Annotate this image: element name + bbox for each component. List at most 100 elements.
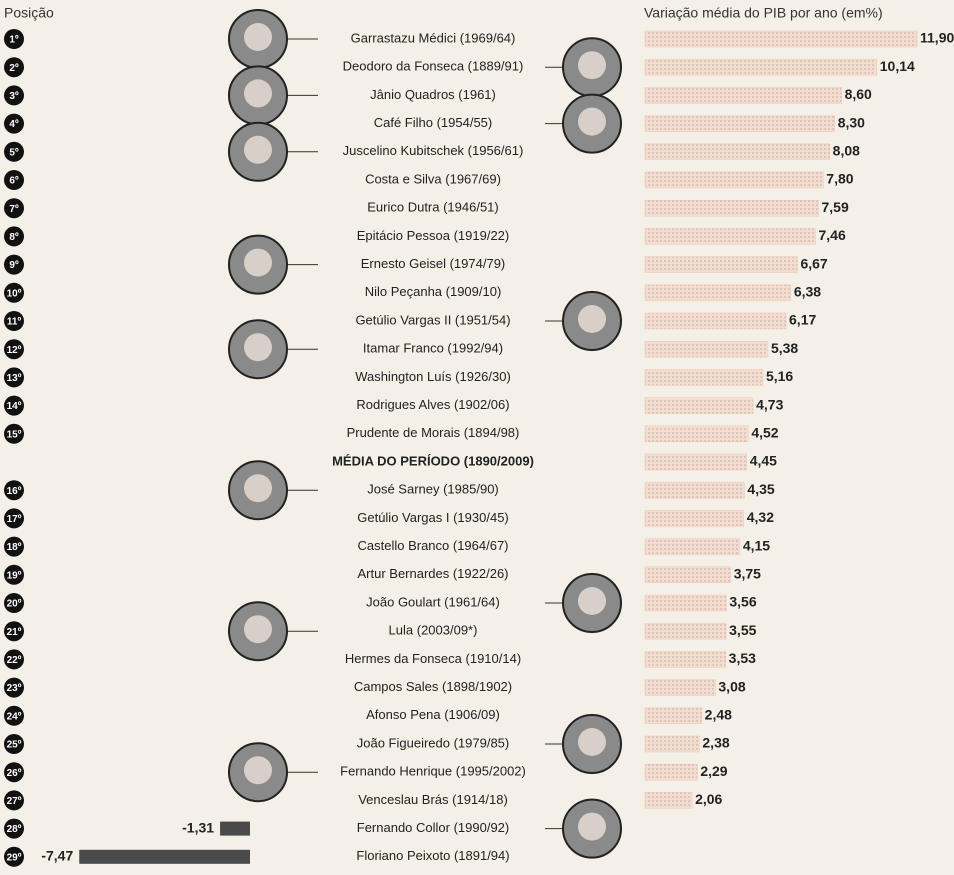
portrait-face xyxy=(244,136,272,164)
portrait-face xyxy=(578,813,606,841)
value-label: 4,32 xyxy=(747,509,774,525)
value-label: 7,46 xyxy=(819,227,846,243)
bar xyxy=(645,482,744,498)
portrait-face xyxy=(578,587,606,615)
bar xyxy=(645,736,699,752)
value-label: 3,08 xyxy=(718,678,745,694)
value-label: 11,90 xyxy=(920,30,954,46)
portrait-face xyxy=(244,249,272,277)
president-name: Getúlio Vargas I (1930/45) xyxy=(357,510,509,525)
rank-header: Posição xyxy=(4,5,54,21)
rank-label: 8º xyxy=(9,232,19,243)
value-label: 8,08 xyxy=(833,143,860,159)
bar xyxy=(79,850,250,864)
bar xyxy=(645,680,715,696)
rank-label: 22º xyxy=(7,655,22,666)
rank-label: 25º xyxy=(7,740,22,751)
rank-label: 29º xyxy=(7,852,22,863)
bar xyxy=(645,398,753,414)
bar xyxy=(645,341,768,357)
bar xyxy=(645,200,818,216)
president-name: Hermes da Fonseca (1910/14) xyxy=(345,651,521,666)
bar xyxy=(220,822,250,836)
rank-label: 21º xyxy=(7,627,22,638)
president-name: Fernando Collor (1990/92) xyxy=(357,820,509,835)
value-label: 8,60 xyxy=(845,86,872,102)
value-label: 4,52 xyxy=(751,425,778,441)
value-label: 4,35 xyxy=(747,481,774,497)
bar xyxy=(645,595,726,611)
president-name: Nilo Peçanha (1909/10) xyxy=(365,284,502,299)
rank-label: 7º xyxy=(9,204,19,215)
value-label: 5,38 xyxy=(771,340,798,356)
rank-label: 24º xyxy=(7,711,22,722)
bar xyxy=(645,651,726,667)
rank-label: 26º xyxy=(7,768,22,779)
value-label: 7,59 xyxy=(821,199,848,215)
president-name: Deodoro da Fonseca (1889/91) xyxy=(343,59,524,74)
president-name: Juscelino Kubitschek (1956/61) xyxy=(343,143,524,158)
president-name: Prudente de Morais (1894/98) xyxy=(347,425,520,440)
bar xyxy=(645,539,740,555)
rank-label: 10º xyxy=(7,288,22,299)
value-label: 7,80 xyxy=(826,171,853,187)
rank-label: 1º xyxy=(9,35,19,46)
bar xyxy=(645,87,842,103)
value-label: -1,31 xyxy=(182,819,214,835)
portrait-face xyxy=(244,333,272,361)
value-label: 3,53 xyxy=(729,650,756,666)
bar xyxy=(645,567,731,583)
president-name: Jânio Quadros (1961) xyxy=(370,87,496,102)
bar xyxy=(645,59,877,75)
value-label: 3,55 xyxy=(729,622,756,638)
value-label: -7,47 xyxy=(41,848,73,864)
president-name: João Goulart (1961/64) xyxy=(366,594,500,609)
value-label: 6,38 xyxy=(794,284,821,300)
bar xyxy=(645,454,747,470)
rank-label: 4º xyxy=(9,119,19,130)
rank-label: 18º xyxy=(7,542,22,553)
bar xyxy=(645,285,791,301)
value-label: 4,73 xyxy=(756,396,783,412)
president-name: Eurico Dutra (1946/51) xyxy=(367,200,499,215)
president-name: Venceslau Brás (1914/18) xyxy=(358,792,508,807)
value-label: 3,75 xyxy=(734,566,761,582)
president-name: Campos Sales (1898/1902) xyxy=(354,679,512,694)
president-name: Ernesto Geisel (1974/79) xyxy=(361,256,506,271)
president-name: MÉDIA DO PERÍODO (1890/2009) xyxy=(332,453,534,468)
president-name: Castello Branco (1964/67) xyxy=(357,538,508,553)
rank-label: 27º xyxy=(7,796,22,807)
rank-label: 23º xyxy=(7,683,22,694)
president-name: João Figueiredo (1979/85) xyxy=(357,735,510,750)
rank-label: 19º xyxy=(7,570,22,581)
rank-label: 12º xyxy=(7,345,22,356)
rank-label: 14º xyxy=(7,401,22,412)
bar xyxy=(645,31,917,47)
bar xyxy=(645,510,744,526)
value-label: 2,38 xyxy=(702,735,729,751)
rank-label: 17º xyxy=(7,514,22,525)
value-header: Variação média do PIB por ano (em%) xyxy=(644,5,883,21)
portrait-face xyxy=(244,615,272,643)
rank-label: 3º xyxy=(9,91,19,102)
president-name: Lula (2003/09*) xyxy=(389,623,478,638)
president-name: José Sarney (1985/90) xyxy=(367,482,499,497)
portrait-face xyxy=(244,23,272,51)
rank-label: 2º xyxy=(9,63,19,74)
portrait-face xyxy=(578,51,606,79)
portrait-face xyxy=(578,108,606,136)
value-label: 4,45 xyxy=(750,453,777,469)
president-name: Café Filho (1954/55) xyxy=(374,115,493,130)
president-name: Epitácio Pessoa (1919/22) xyxy=(357,228,509,243)
bar xyxy=(645,228,816,244)
value-label: 2,29 xyxy=(700,763,727,779)
bar xyxy=(645,623,726,639)
rank-label: 28º xyxy=(7,824,22,835)
rank-label: 20º xyxy=(7,599,22,610)
portrait-face xyxy=(578,305,606,333)
value-label: 6,67 xyxy=(800,255,827,271)
president-name: Itamar Franco (1992/94) xyxy=(363,341,503,356)
rank-label: 9º xyxy=(9,260,19,271)
value-label: 8,30 xyxy=(838,114,865,130)
president-name: Fernando Henrique (1995/2002) xyxy=(340,764,526,779)
